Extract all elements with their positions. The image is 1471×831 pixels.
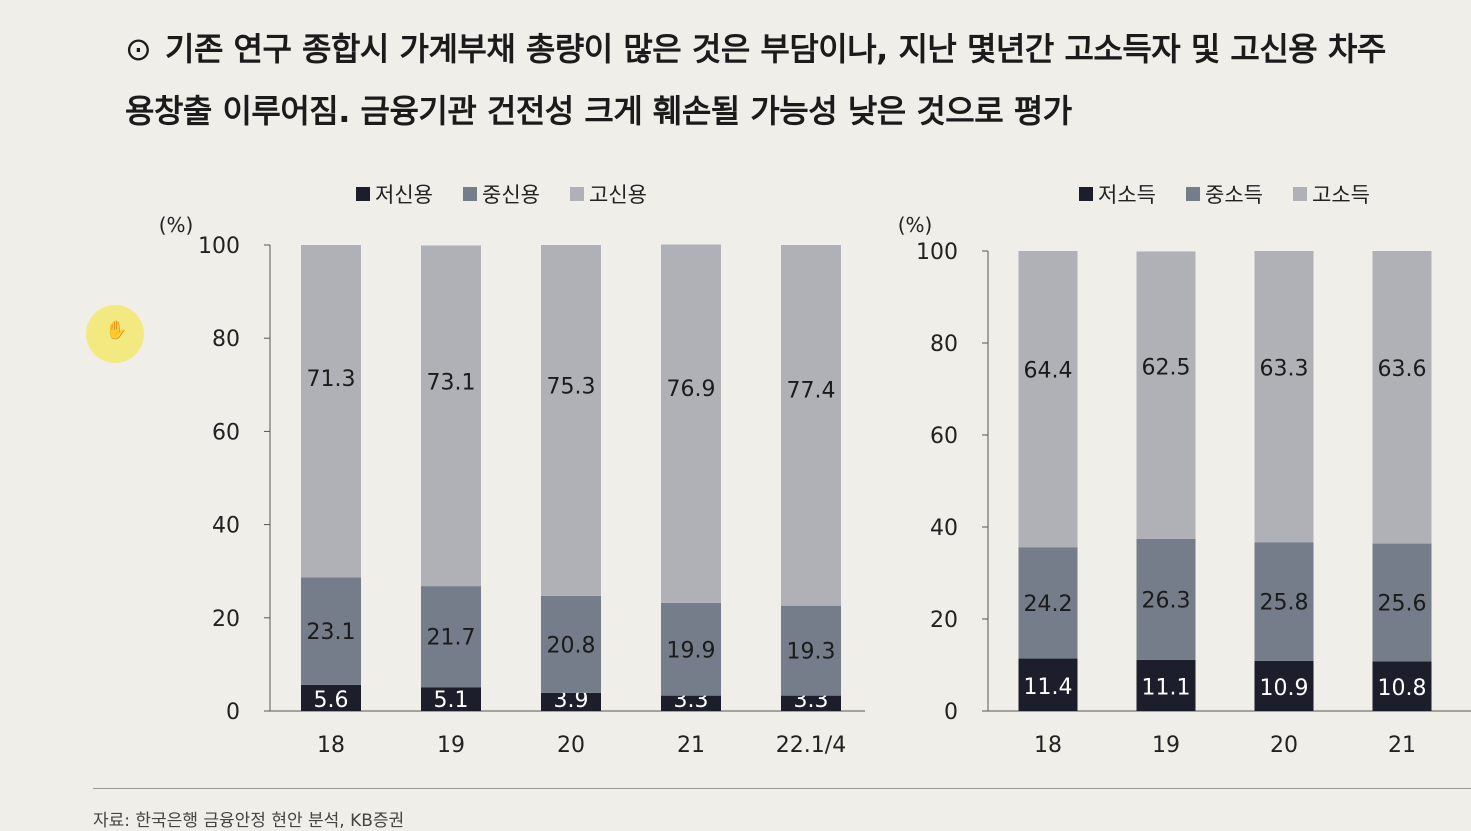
bar-segment (541, 692, 601, 711)
data-label: 11.4 (1024, 675, 1073, 700)
headline-line-2: 용창출 이루어짐. 금융기관 건전성 크게 훼손될 가능성 낮은 것으로 평가 (125, 80, 1471, 142)
cursor-highlight: ✋ (86, 305, 144, 363)
data-label: 25.8 (1260, 591, 1309, 616)
legend-label: 고신용 (589, 183, 647, 207)
bar-segment (781, 245, 841, 606)
bar-segment (301, 577, 361, 685)
legend-swatch (356, 187, 370, 201)
data-label: 10.8 (1378, 676, 1427, 701)
y-tick-label: 20 (212, 607, 240, 632)
legend-swatch (463, 187, 477, 201)
unit-label: (%) (898, 213, 933, 237)
y-tick-label: 80 (930, 332, 958, 357)
y-tick-label: 60 (212, 420, 240, 445)
bar-segment (541, 245, 601, 596)
bar-segment (1136, 538, 1196, 660)
legend-swatch (1186, 187, 1200, 201)
data-label: 10.9 (1260, 676, 1309, 701)
bar-segment (1254, 542, 1314, 661)
data-label: 5.6 (314, 688, 349, 713)
bar-segment (421, 586, 481, 688)
y-tick-label: 20 (930, 608, 958, 633)
bar-segment (1254, 251, 1314, 543)
data-label: 19.9 (667, 638, 716, 663)
legend-label: 중소득 (1205, 183, 1263, 207)
hand-cursor-icon: ✋ (105, 320, 128, 341)
y-tick-label: 40 (212, 514, 240, 539)
data-label: 75.3 (547, 374, 596, 399)
bar-segment (1018, 251, 1078, 548)
headline-text-1: 기존 연구 종합시 가계부채 총량이 많은 것은 부담이나, 지난 몇년간 고소… (165, 30, 1386, 68)
data-label: 11.1 (1142, 675, 1191, 700)
y-tick-label: 40 (930, 516, 958, 541)
bar-segment (1136, 659, 1196, 711)
data-label: 5.1 (434, 688, 469, 713)
x-tick-label: 20 (557, 733, 585, 758)
headline-line-1: ⊙ 기존 연구 종합시 가계부채 총량이 많은 것은 부담이나, 지난 몇년간 고… (125, 18, 1471, 80)
data-label: 19.3 (787, 640, 836, 665)
y-tick-label: 0 (944, 700, 958, 725)
divider (93, 788, 1471, 789)
x-tick-label: 19 (437, 733, 465, 758)
data-label: 25.6 (1378, 591, 1427, 616)
legend-swatch (1293, 187, 1307, 201)
legend-label: 중신용 (482, 183, 540, 207)
data-label: 73.1 (427, 371, 476, 396)
bar-segment (421, 245, 481, 587)
bar-segment (661, 602, 721, 696)
bar-segment (421, 687, 481, 711)
bar-segment (301, 245, 361, 578)
bar-segment (1018, 658, 1078, 711)
bar-segment (1372, 251, 1432, 544)
legend-swatch (570, 187, 584, 201)
bar-segment (1254, 660, 1314, 711)
headline-text-2: 용창출 이루어짐. 금융기관 건전성 크게 훼손될 가능성 낮은 것으로 평가 (125, 92, 1072, 130)
headline: ⊙ 기존 연구 종합시 가계부채 총량이 많은 것은 부담이나, 지난 몇년간 고… (125, 18, 1471, 142)
y-tick-label: 0 (226, 700, 240, 725)
circle-dot-icon: ⊙ (125, 30, 152, 68)
legend-label: 저신용 (375, 183, 433, 207)
bar-segment (1136, 251, 1196, 539)
bar-segment (781, 605, 841, 696)
bar-segment (541, 595, 601, 693)
x-tick-label: 21 (677, 733, 705, 758)
bar-segment (661, 695, 721, 711)
data-label: 21.7 (427, 626, 476, 651)
data-label: 63.6 (1378, 357, 1427, 382)
data-label: 20.8 (547, 633, 596, 658)
y-tick-label: 60 (930, 424, 958, 449)
y-tick-label: 100 (916, 240, 958, 265)
data-label: 71.3 (307, 367, 356, 392)
bar-segment (1372, 543, 1432, 662)
x-tick-label: 20 (1270, 733, 1298, 758)
legend-label: 저소득 (1098, 183, 1156, 207)
data-label: 24.2 (1024, 592, 1073, 617)
bar-segment (781, 695, 841, 711)
bar-segment (1018, 547, 1078, 659)
data-label: 76.9 (667, 377, 716, 402)
x-tick-label: 18 (1034, 733, 1062, 758)
data-label: 77.4 (787, 378, 836, 403)
data-label: 63.3 (1260, 356, 1309, 381)
data-label: 26.3 (1142, 588, 1191, 613)
y-tick-label: 80 (212, 327, 240, 352)
bar-segment (1372, 661, 1432, 711)
legend-label: 고소득 (1312, 183, 1370, 207)
data-label: 64.4 (1024, 358, 1073, 383)
x-tick-label: 22.1/4 (776, 733, 846, 758)
x-tick-label: 19 (1152, 733, 1180, 758)
source-note: 자료: 한국은행 금융안정 현안 분석, KB증권 (93, 811, 405, 831)
unit-label: (%) (159, 213, 194, 237)
bar-segment (661, 244, 721, 603)
data-label: 23.1 (307, 620, 356, 645)
x-tick-label: 21 (1388, 733, 1416, 758)
y-tick-label: 100 (198, 234, 240, 259)
bar-segment (301, 684, 361, 711)
legend-swatch (1079, 187, 1093, 201)
x-tick-label: 18 (317, 733, 345, 758)
data-label: 62.5 (1142, 355, 1191, 380)
